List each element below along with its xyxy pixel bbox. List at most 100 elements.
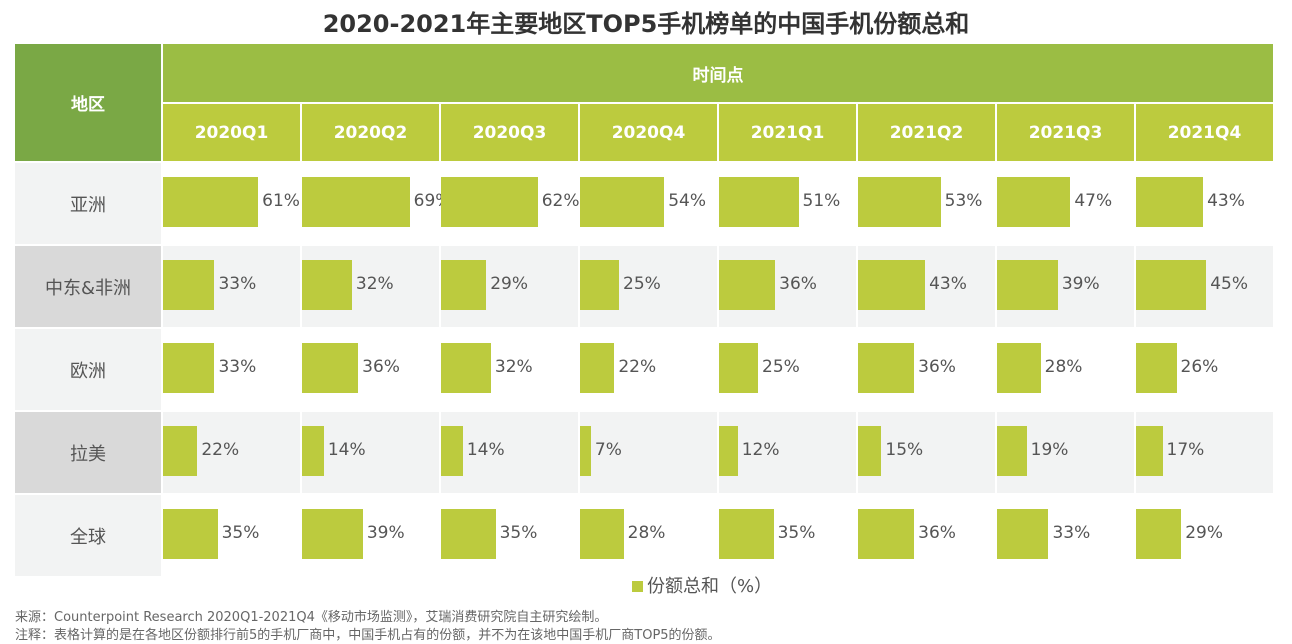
share-label: 54%	[668, 191, 707, 211]
share-cell: 47%	[997, 163, 1134, 246]
share-bar	[997, 426, 1027, 476]
legend: 份额总和（%）	[632, 572, 772, 598]
share-bar	[997, 343, 1041, 393]
share-bar	[163, 426, 198, 476]
share-label: 22%	[618, 357, 657, 377]
share-bar	[997, 177, 1071, 227]
table-row: 亚洲 61% 69% 62% 54% 51% 53% 47% 43%	[15, 163, 1273, 246]
share-label: 47%	[1074, 191, 1113, 211]
share-label: 29%	[490, 274, 529, 294]
share-cell: 54%	[580, 163, 717, 246]
share-bar	[163, 343, 215, 393]
share-label: 33%	[218, 274, 257, 294]
quarter-header: 2021Q2	[858, 104, 995, 163]
table-row: 拉美 22% 14% 14% 7% 12% 15% 19% 17%	[15, 412, 1273, 495]
share-bar	[441, 509, 496, 559]
quarter-header: 2020Q4	[580, 104, 717, 163]
share-cell: 33%	[997, 495, 1134, 578]
share-bar	[858, 509, 915, 559]
share-label: 29%	[1185, 523, 1224, 543]
share-label: 36%	[779, 274, 817, 294]
share-label: 12%	[741, 440, 780, 460]
share-cell: 35%	[441, 495, 578, 578]
share-bar	[302, 509, 363, 559]
share-bar	[858, 343, 915, 393]
share-label: 36%	[918, 357, 956, 377]
share-cell: 14%	[441, 412, 578, 495]
share-table: 地区 时间点 2020Q1 2020Q2 2020Q3 2020Q4 2021Q1 202…	[13, 44, 1275, 578]
quarter-header: 2021Q1	[719, 104, 856, 163]
share-bar	[163, 177, 259, 227]
share-label: 36%	[918, 523, 956, 543]
legend-label: 份额总和（%）	[647, 576, 773, 597]
share-label: 15%	[885, 440, 924, 460]
share-bar	[1136, 343, 1177, 393]
share-cell: 29%	[441, 246, 578, 329]
share-cell: 17%	[1136, 412, 1273, 495]
share-label: 39%	[366, 523, 405, 543]
share-cell: 36%	[719, 246, 856, 329]
share-cell: 22%	[163, 412, 300, 495]
share-bar	[441, 260, 487, 310]
share-bar	[441, 343, 491, 393]
table-row: 中东&非洲 33% 32% 29% 25% 36% 43% 39% 45%	[15, 246, 1273, 329]
share-bar	[719, 177, 799, 227]
share-label: 17%	[1166, 440, 1205, 460]
share-cell: 25%	[580, 246, 717, 329]
quarter-header: 2020Q2	[302, 104, 439, 163]
share-bar	[858, 260, 926, 310]
share-bar	[302, 260, 352, 310]
share-cell: 28%	[580, 495, 717, 578]
quarter-header: 2020Q3	[441, 104, 578, 163]
share-label: 28%	[627, 523, 666, 543]
source-note: 来源：Counterpoint Research 2020Q1-2021Q4《移…	[15, 610, 608, 625]
share-cell: 19%	[997, 412, 1134, 495]
quarter-header: 2021Q4	[1136, 104, 1273, 163]
share-cell: 12%	[719, 412, 856, 495]
share-bar	[580, 343, 615, 393]
share-cell: 39%	[997, 246, 1134, 329]
share-bar	[858, 177, 941, 227]
share-cell: 43%	[1136, 163, 1273, 246]
share-bar	[302, 343, 359, 393]
share-cell: 69%	[302, 163, 451, 246]
region-label: 拉美	[15, 412, 161, 495]
share-cell: 39%	[302, 495, 439, 578]
share-label: 28%	[1044, 357, 1083, 377]
share-bar	[580, 509, 624, 559]
share-label: 33%	[1052, 523, 1091, 543]
share-label: 45%	[1210, 274, 1248, 294]
share-label: 7%	[594, 440, 622, 460]
share-bar	[1136, 177, 1204, 227]
share-bar	[719, 426, 738, 476]
legend-swatch	[632, 581, 643, 592]
share-label: 35%	[499, 523, 538, 543]
share-cell: 7%	[580, 412, 717, 495]
share-label: 32%	[494, 357, 533, 377]
share-bar	[719, 260, 776, 310]
share-cell: 14%	[302, 412, 439, 495]
share-cell: 35%	[163, 495, 300, 578]
share-cell: 33%	[163, 329, 300, 412]
share-label: 39%	[1061, 274, 1100, 294]
share-cell: 26%	[1136, 329, 1273, 412]
share-cell: 36%	[302, 329, 439, 412]
share-bar	[1136, 426, 1163, 476]
share-cell: 61%	[163, 163, 300, 246]
share-label: 62%	[541, 191, 580, 211]
share-bar	[997, 509, 1049, 559]
share-cell: 28%	[997, 329, 1134, 412]
share-label: 22%	[201, 440, 240, 460]
share-bar	[858, 426, 882, 476]
share-cell: 22%	[580, 329, 717, 412]
time-header: 时间点	[163, 44, 1273, 104]
share-label: 53%	[944, 191, 983, 211]
share-cell: 29%	[1136, 495, 1273, 578]
share-cell: 32%	[441, 329, 578, 412]
share-cell: 53%	[858, 163, 995, 246]
share-label: 32%	[355, 274, 394, 294]
share-label: 14%	[327, 440, 366, 460]
share-label: 43%	[929, 274, 967, 294]
quarter-header: 2021Q3	[997, 104, 1134, 163]
share-label: 35%	[221, 523, 260, 543]
